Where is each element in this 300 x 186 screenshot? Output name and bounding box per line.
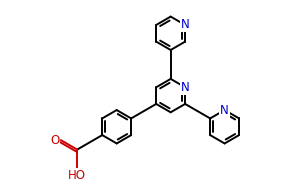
Text: N: N [181, 81, 190, 94]
Text: N: N [220, 104, 229, 117]
Text: O: O [50, 134, 59, 147]
Text: N: N [181, 18, 190, 31]
Text: HO: HO [68, 169, 86, 182]
